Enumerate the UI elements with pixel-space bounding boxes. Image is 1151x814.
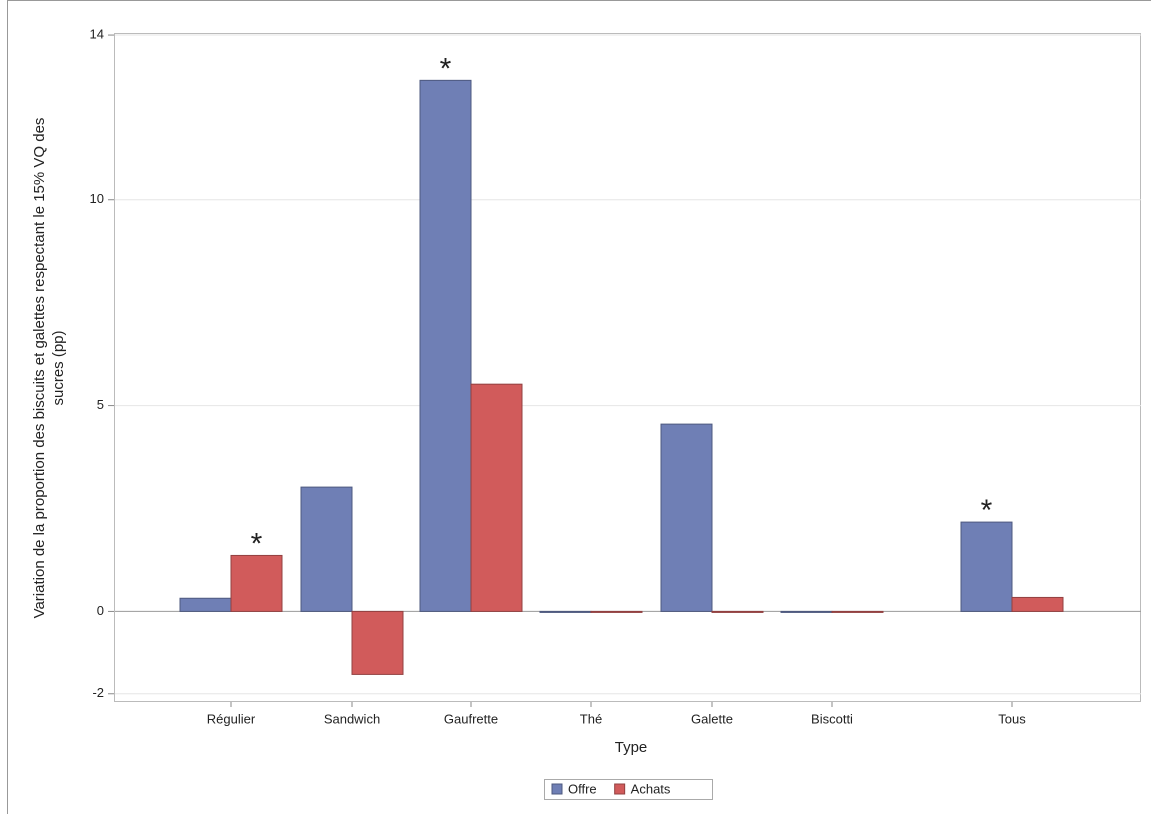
x-tick-label: Biscotti (811, 711, 853, 726)
bar (230, 554, 283, 612)
legend-swatch (614, 783, 626, 795)
bar (831, 610, 884, 613)
y-tick-label: -2 (92, 685, 104, 700)
x-tick-label: Régulier (207, 711, 256, 726)
bar (300, 486, 353, 612)
legend: Offre Achats (544, 779, 713, 800)
legend-box (544, 779, 713, 800)
plot-area (114, 33, 1141, 702)
bar (711, 610, 764, 613)
bar (419, 79, 472, 612)
bar (470, 383, 523, 612)
x-axis-title: Type (615, 739, 648, 756)
bar (351, 610, 404, 675)
frame (7, 0, 1151, 814)
legend-label: Achats (631, 781, 671, 796)
x-tick-label: Sandwich (324, 711, 380, 726)
x-tick-label: Tous (998, 711, 1026, 726)
y-axis-title: Variation de la proportion des biscuits … (31, 118, 67, 619)
bar (1011, 596, 1064, 612)
bar (960, 521, 1013, 612)
y-tick-label: 0 (97, 603, 104, 618)
annotation: * (981, 494, 993, 527)
bar (590, 610, 643, 613)
y-tick-label: 10 (90, 191, 104, 206)
y-axis-title-line: Variation de la proportion des biscuits … (31, 118, 48, 619)
bar (780, 610, 833, 613)
annotation: * (251, 527, 263, 560)
bar (539, 610, 592, 613)
bar (660, 423, 713, 612)
x-tick-label: Gaufrette (444, 711, 498, 726)
y-axis-title-line: sucres (pp) (50, 330, 67, 405)
x-tick-label: Galette (691, 711, 733, 726)
legend-label: Offre (568, 781, 597, 796)
y-tick-label: 14 (90, 26, 104, 41)
bar (179, 597, 232, 612)
y-tick-label: 5 (97, 397, 104, 412)
annotation: * (440, 52, 452, 85)
legend-swatch (551, 783, 563, 795)
x-tick-label: Thé (580, 711, 602, 726)
